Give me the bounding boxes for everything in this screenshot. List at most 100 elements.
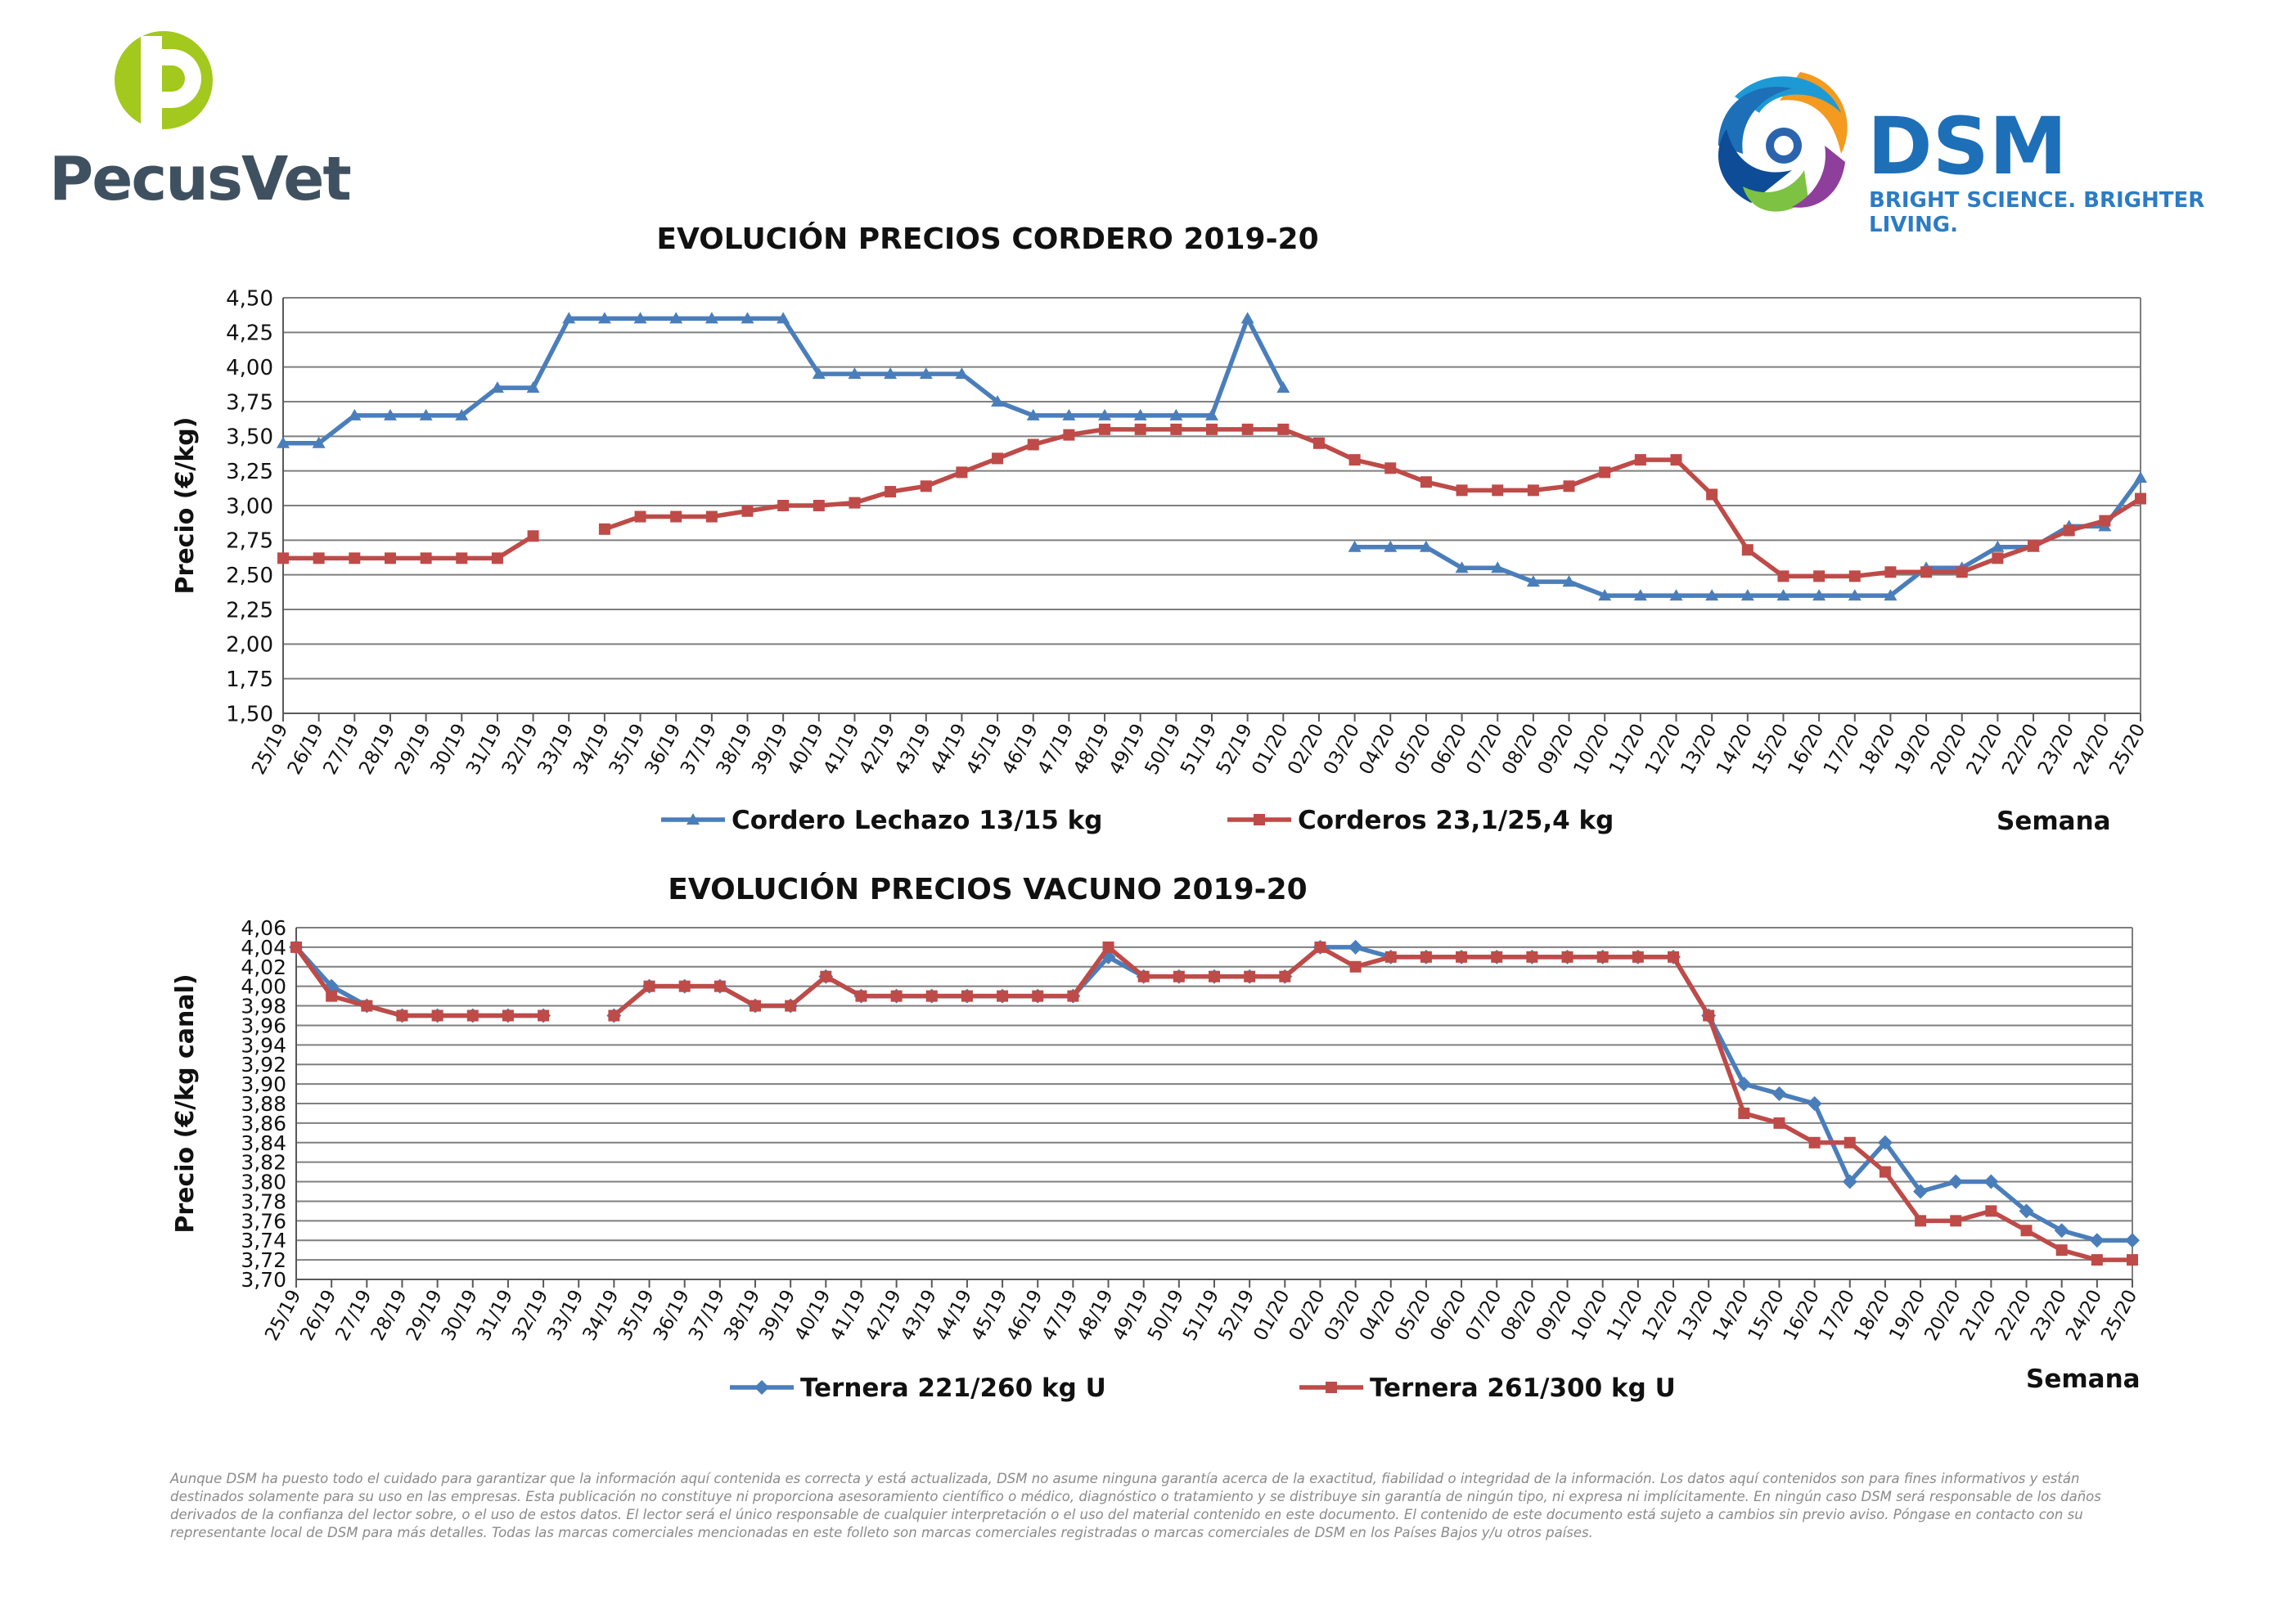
data-point	[1279, 970, 1291, 982]
data-point	[1844, 1136, 1856, 1149]
y-tick-label: 3,98	[241, 995, 286, 1018]
data-point	[1205, 408, 1218, 420]
data-point	[455, 408, 469, 420]
y-tick-label: 4,06	[241, 916, 286, 940]
data-point	[290, 941, 302, 953]
data-point	[349, 552, 361, 564]
data-point	[1670, 454, 1682, 466]
data-point	[1062, 408, 1076, 420]
data-point	[920, 480, 932, 492]
data-point	[741, 505, 754, 517]
data-point	[326, 990, 338, 1002]
data-point	[1598, 589, 1612, 601]
data-point	[1596, 951, 1609, 963]
data-point	[2055, 1244, 2068, 1257]
data-point	[1456, 951, 1468, 963]
legend-item-1: Ternera 221/260 kg U	[730, 1373, 1106, 1403]
data-point	[1777, 570, 1790, 582]
data-point	[313, 552, 325, 564]
data-point	[538, 1009, 550, 1022]
y-tick-label: 3,75	[226, 390, 273, 415]
data-point	[1349, 960, 1362, 973]
data-point	[1842, 1174, 1857, 1189]
data-point	[1277, 423, 1290, 435]
data-point	[1026, 408, 1040, 420]
pecusvet-wordmark: PecusVet	[49, 144, 352, 214]
data-point	[1772, 1086, 1787, 1102]
data-point	[1706, 488, 1718, 501]
pecusvet-p-mark-icon	[115, 31, 213, 137]
data-point	[890, 990, 903, 1002]
y-tick-label: 4,00	[226, 356, 273, 380]
legend-marker	[754, 1380, 769, 1395]
data-point	[277, 436, 290, 448]
data-point	[1991, 540, 2005, 552]
series-line	[283, 533, 535, 561]
data-point	[1527, 484, 1539, 497]
dsm-tagline: BRIGHT SCIENCE. BRIGHTER LIVING.	[1869, 188, 2205, 237]
data-point	[2028, 540, 2040, 552]
y-tick-label: 1,50	[226, 702, 273, 726]
data-point	[714, 980, 726, 992]
y-tick-label: 4,50	[226, 286, 273, 311]
data-point	[2019, 1203, 2034, 1219]
dsm-logo: DSM BRIGHT SCIENCE. BRIGHTER LIVING.	[1702, 64, 2234, 237]
data-point	[669, 312, 683, 324]
data-point	[2135, 492, 2146, 505]
y-tick-label: 3,72	[241, 1248, 286, 1272]
data-point	[1348, 939, 1363, 955]
data-point	[1209, 970, 1220, 982]
data-point	[1913, 1184, 1929, 1199]
data-point	[384, 552, 396, 564]
y-tick-label: 3,76	[241, 1209, 286, 1233]
legend-label: Ternera 221/260 kg U	[800, 1373, 1106, 1403]
data-point	[1314, 941, 1326, 953]
data-point	[884, 367, 898, 380]
y-tick-label: 3,78	[241, 1189, 286, 1213]
data-point	[1526, 575, 1540, 587]
y-tick-label: 3,70	[241, 1268, 286, 1292]
data-point	[992, 452, 1004, 465]
data-point	[643, 980, 655, 992]
data-point	[1992, 552, 2004, 564]
data-point	[2134, 471, 2147, 483]
data-point	[420, 552, 432, 564]
data-point	[1632, 951, 1644, 963]
data-point	[885, 486, 897, 498]
data-point	[813, 500, 825, 511]
chart-vacuno: 3,703,723,743,763,783,803,823,843,863,88…	[171, 916, 2141, 1403]
data-point	[1633, 589, 1647, 601]
data-point	[1526, 951, 1538, 963]
data-point	[1244, 970, 1256, 982]
data-point	[1812, 589, 1826, 601]
data-point	[633, 312, 647, 324]
data-point	[1173, 970, 1185, 982]
data-point	[1099, 423, 1111, 435]
data-point	[2127, 1254, 2138, 1266]
data-point	[1027, 438, 1039, 451]
series-line	[612, 945, 2132, 1262]
data-point	[1384, 951, 1397, 963]
x-tick-label: 25/20	[2105, 721, 2150, 779]
x-axis-label: Semana	[2026, 1364, 2141, 1394]
y-tick-label: 3,94	[241, 1033, 286, 1057]
y-tick-label: 4,25	[226, 321, 273, 346]
data-point	[1915, 1215, 1927, 1227]
legend-label: Corderos 23,1/25,4 kg	[1298, 806, 1614, 835]
data-point	[1206, 423, 1218, 435]
data-point	[955, 367, 969, 380]
data-point	[1884, 566, 1897, 578]
data-point	[1563, 480, 1575, 492]
data-point	[527, 530, 539, 542]
data-point	[1956, 566, 1968, 578]
y-axis-label: Precio (€/kg canal)	[171, 973, 200, 1233]
data-point	[849, 497, 861, 509]
data-point	[1920, 566, 1933, 578]
legend-marker	[1254, 814, 1265, 825]
data-point	[1738, 1107, 1750, 1119]
series-2	[277, 423, 2146, 582]
data-point	[961, 990, 973, 1002]
data-point	[1032, 990, 1044, 1002]
data-point	[1312, 437, 1325, 449]
data-point	[490, 381, 504, 393]
